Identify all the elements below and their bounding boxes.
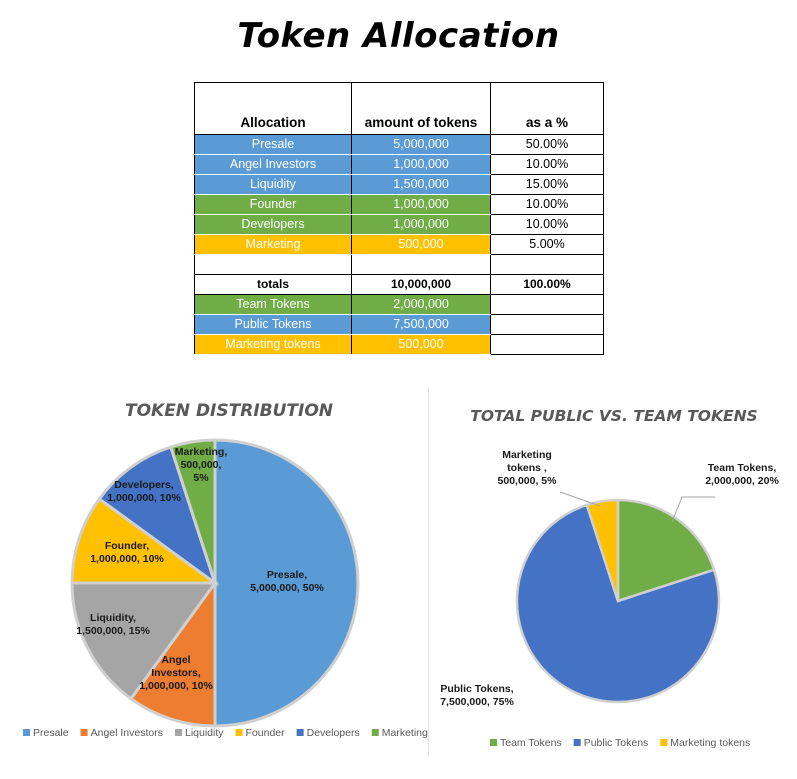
chart1-slice-presale bbox=[213, 438, 360, 728]
row-name: Presale bbox=[194, 134, 352, 155]
chart1-legend-swatch bbox=[23, 729, 30, 736]
row-name: Founder bbox=[194, 194, 352, 215]
chart2-legend-swatch bbox=[490, 739, 497, 746]
chart2-legend-swatch bbox=[573, 739, 581, 746]
chart2-legend-item: Team Tokens bbox=[500, 737, 562, 749]
chart1-slice-angel-investors bbox=[128, 578, 217, 728]
group-name: Marketing tokens bbox=[194, 334, 352, 355]
row-amount: 5,000,000 bbox=[351, 134, 491, 155]
chart1-legend-item: Founder bbox=[246, 727, 286, 739]
group-name: Team Tokens bbox=[194, 294, 352, 315]
page-title: Token Allocation bbox=[237, 16, 560, 56]
chart2-leader-line bbox=[559, 491, 601, 507]
table-row: Marketing 500,000 5.00% bbox=[194, 234, 604, 255]
chart1-slice-liquidity bbox=[70, 581, 218, 701]
chart2-slice-team-tokens bbox=[616, 498, 716, 603]
chart1-legend-item: Presale bbox=[33, 727, 69, 739]
table-row: Liquidity 1,500,000 15.00% bbox=[194, 174, 604, 195]
chart1-title: TOKEN DISTRIBUTION bbox=[125, 401, 333, 421]
row-percent: 10.00% bbox=[490, 214, 604, 235]
totals-amount: 10,000,000 bbox=[351, 274, 491, 295]
row-percent: 50.00% bbox=[490, 134, 604, 155]
totals-row: totals 10,000,000 100.00% bbox=[194, 274, 604, 295]
chart1-legend-swatch bbox=[296, 729, 304, 736]
chart2-data-label-team-tokens: Team Tokens, 2,000,000, 20% bbox=[705, 462, 779, 487]
chart2-data-label-marketing-tokens: Marketing tokens , 500,000, 5% bbox=[498, 449, 558, 487]
group-amount: 500,000 bbox=[351, 334, 491, 355]
chart2-data-label-public-tokens: Public Tokens, 7,500,000, 75% bbox=[440, 683, 514, 708]
chart1-data-label-liquidity: Liquidity, 1,500,000, 15% bbox=[76, 612, 150, 637]
chart2-leader-line bbox=[671, 496, 715, 523]
table-row: Presale 5,000,000 50.00% bbox=[194, 134, 604, 155]
group-amount: 2,000,000 bbox=[351, 294, 491, 315]
table-row: Developers 1,000,000 10.00% bbox=[194, 214, 604, 235]
table-row: Founder 1,000,000 10.00% bbox=[194, 194, 604, 215]
chart1-slice-founder bbox=[70, 496, 220, 585]
chart1-slice-marketing bbox=[168, 438, 217, 584]
row-amount: 1,000,000 bbox=[351, 154, 491, 175]
header-amount: amount of tokens bbox=[351, 82, 491, 135]
chart1-data-label-marketing: Marketing, 500,000, 5% bbox=[175, 446, 228, 484]
chart1-legend-swatch bbox=[80, 729, 88, 736]
group-amount: 7,500,000 bbox=[351, 314, 491, 335]
chart1-legend-swatch bbox=[174, 729, 182, 736]
table-header-row: Allocation amount of tokens as a % bbox=[194, 82, 604, 135]
table-blank-row bbox=[194, 254, 604, 275]
chart1-data-label-developers: Developers, 1,000,000, 10% bbox=[107, 479, 181, 504]
chart-divider bbox=[428, 388, 429, 756]
chart1-legend-item: Marketing bbox=[382, 727, 428, 739]
row-amount: 500,000 bbox=[351, 234, 491, 255]
chart1-slice-developers bbox=[97, 445, 218, 587]
row-name: Marketing bbox=[194, 234, 352, 255]
row-name: Developers bbox=[194, 214, 352, 235]
chart1-legend-item: Liquidity bbox=[185, 727, 224, 739]
chart1-data-label-founder: Founder, 1,000,000, 10% bbox=[90, 540, 164, 565]
group-name: Public Tokens bbox=[194, 314, 352, 335]
chart1-legend-item: Angel Investors bbox=[91, 727, 163, 739]
chart2-legend-swatch bbox=[660, 739, 668, 746]
chart1-legend-item: Developers bbox=[307, 727, 360, 739]
header-percent: as a % bbox=[490, 82, 604, 135]
chart2-slice-marketing-tokens bbox=[585, 498, 620, 602]
chart1-data-label-presale: Presale, 5,000,000, 50% bbox=[250, 569, 324, 594]
header-allocation: Allocation bbox=[194, 82, 352, 135]
chart2-legend-item: Marketing tokens bbox=[670, 737, 750, 749]
group-row: Public Tokens 7,500,000 bbox=[194, 314, 604, 335]
allocation-table: Allocation amount of tokens as a % Presa… bbox=[194, 82, 604, 355]
totals-percent: 100.00% bbox=[490, 274, 604, 295]
row-amount: 1,000,000 bbox=[351, 194, 491, 215]
chart2-slice-public-tokens bbox=[515, 503, 721, 704]
chart1-data-label-angel-investors: Angel Investors, 1,000,000, 10% bbox=[139, 654, 213, 692]
chart2-legend-item: Public Tokens bbox=[584, 737, 649, 749]
chart1-legend-swatch bbox=[371, 729, 379, 736]
chart1-legend-swatch bbox=[235, 729, 243, 736]
chart2-title: TOTAL PUBLIC VS. TEAM TOKENS bbox=[470, 407, 757, 425]
row-amount: 1,500,000 bbox=[351, 174, 491, 195]
group-row: Marketing tokens 500,000 bbox=[194, 334, 604, 355]
row-name: Liquidity bbox=[194, 174, 352, 195]
